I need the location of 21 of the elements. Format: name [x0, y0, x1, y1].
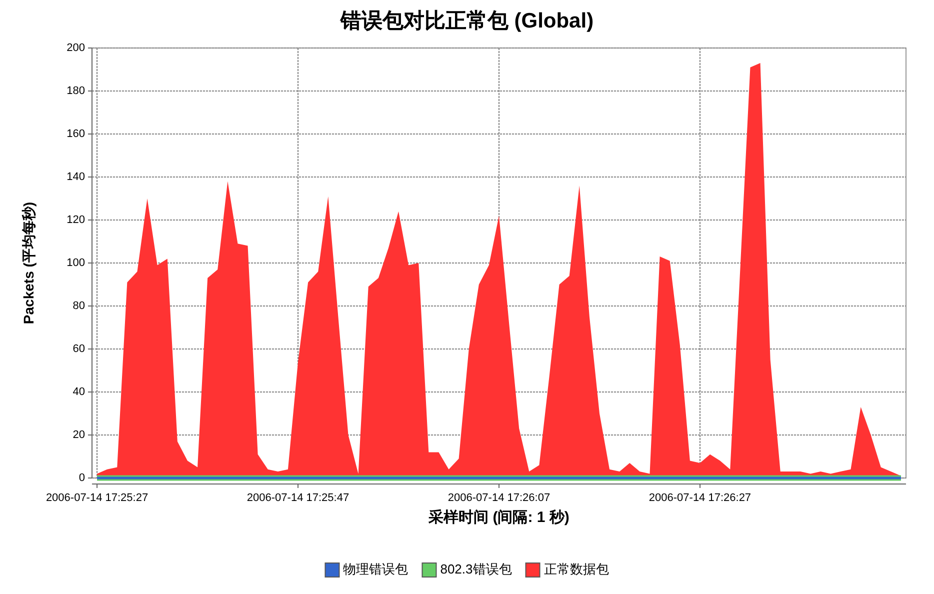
y-axis-title: Packets (平均每秒)	[20, 202, 37, 324]
y-tick-label: 40	[72, 386, 85, 398]
legend-label: 802.3错误包	[440, 561, 512, 576]
x-tick-label: 2006-07-14 17:26:27	[648, 492, 752, 504]
y-tick-label: 200	[66, 42, 85, 54]
x-tick-label: 2006-07-14 17:26:07	[448, 492, 550, 504]
legend-label: 正常数据包	[544, 561, 609, 576]
x-tick-label: 2006-07-14 17:25:47	[246, 492, 350, 504]
y-tick-label: 140	[66, 170, 85, 183]
x-tick-label: 2006-07-14 17:25:27	[46, 492, 148, 504]
y-tick-label: 160	[66, 128, 85, 140]
y-tick-label: 100	[66, 256, 85, 269]
chart-title: 错误包对比正常包 (Global)	[339, 10, 594, 33]
y-tick-label: 0	[78, 472, 85, 484]
x-axis-title: 采样时间 (间隔: 1 秒)	[428, 508, 570, 526]
y-tick-label: 80	[72, 300, 85, 312]
y-tick-label: 20	[72, 428, 85, 441]
y-tick-label: 180	[66, 84, 85, 97]
legend-label: 物理错误包	[343, 561, 408, 576]
y-tick-label: 60	[72, 342, 85, 355]
y-tick-label: 120	[66, 214, 85, 226]
